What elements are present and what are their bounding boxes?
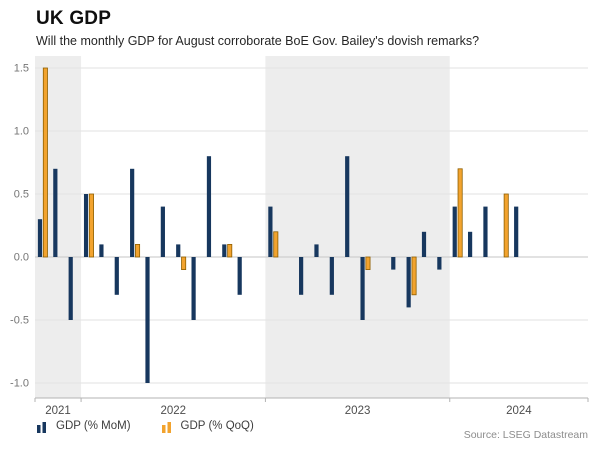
bar-qoq	[457, 168, 463, 258]
chart-subtitle: Will the monthly GDP for August corrobor…	[36, 34, 480, 48]
bar-mom	[37, 219, 43, 257]
year-label: 2022	[160, 405, 186, 417]
y-tick-label: -0.5	[10, 315, 29, 327]
bar-qoq	[503, 193, 509, 258]
chart-title: UK GDP	[36, 8, 112, 29]
year-label: 2023	[345, 405, 371, 417]
bar-mom	[314, 244, 319, 257]
bar-mom	[206, 156, 212, 257]
bar-mom	[406, 257, 411, 308]
y-tick-label: -1.0	[10, 378, 29, 390]
bar-mom	[483, 206, 488, 257]
bar-mom	[160, 206, 165, 257]
bar-mom	[329, 257, 334, 295]
legend-label-mom: GDP (% MoM)	[56, 420, 131, 432]
bar-mom	[360, 257, 365, 320]
bar-mom	[68, 257, 73, 320]
legend-swatch-mom-icon	[37, 422, 46, 433]
bar-mom	[145, 257, 150, 383]
bar-mom	[130, 168, 135, 257]
y-tick-label: 0.0	[14, 252, 29, 264]
legend-swatch-qoq-icon	[161, 422, 171, 433]
year-label: 2021	[45, 405, 71, 417]
bar-mom	[514, 206, 519, 257]
bar-qoq	[181, 256, 187, 271]
y-tick-label: 0.5	[14, 189, 29, 201]
bar-mom	[114, 257, 119, 295]
bar-mom	[53, 168, 58, 257]
bar-qoq	[273, 231, 279, 258]
bar-mom	[437, 257, 442, 270]
bar-qoq	[135, 243, 141, 258]
bar-qoq	[42, 67, 48, 258]
bar-qoq	[365, 256, 371, 271]
legend-item-mom: GDP (% MoM)	[36, 420, 131, 433]
bar-mom	[467, 231, 473, 257]
year-label: 2024	[506, 405, 532, 417]
bar-mom	[452, 206, 457, 257]
year-band	[35, 56, 82, 398]
bar-mom	[237, 257, 242, 295]
bar-mom	[83, 194, 89, 257]
bar-qoq	[411, 256, 417, 296]
bar-mom	[268, 206, 273, 257]
legend-label-qoq: GDP (% QoQ)	[180, 420, 254, 432]
source-attribution: Source: LSEG Datastream	[463, 429, 588, 441]
bar-mom	[421, 231, 427, 257]
y-tick-label: 1.0	[14, 126, 29, 138]
bar-mom	[391, 257, 396, 270]
bar-mom	[176, 244, 181, 257]
bar-qoq	[227, 243, 233, 258]
bar-mom	[345, 156, 350, 257]
bar-mom	[299, 257, 304, 295]
year-band	[265, 56, 450, 398]
bar-qoq	[88, 193, 94, 258]
y-tick-label: 1.5	[14, 63, 29, 75]
bar-mom	[99, 244, 104, 257]
legend-item-qoq: GDP (% QoQ)	[161, 420, 254, 433]
bar-mom	[222, 244, 227, 257]
bar-mom	[191, 257, 196, 320]
chart-legend: GDP (% MoM) GDP (% QoQ)	[36, 420, 254, 433]
